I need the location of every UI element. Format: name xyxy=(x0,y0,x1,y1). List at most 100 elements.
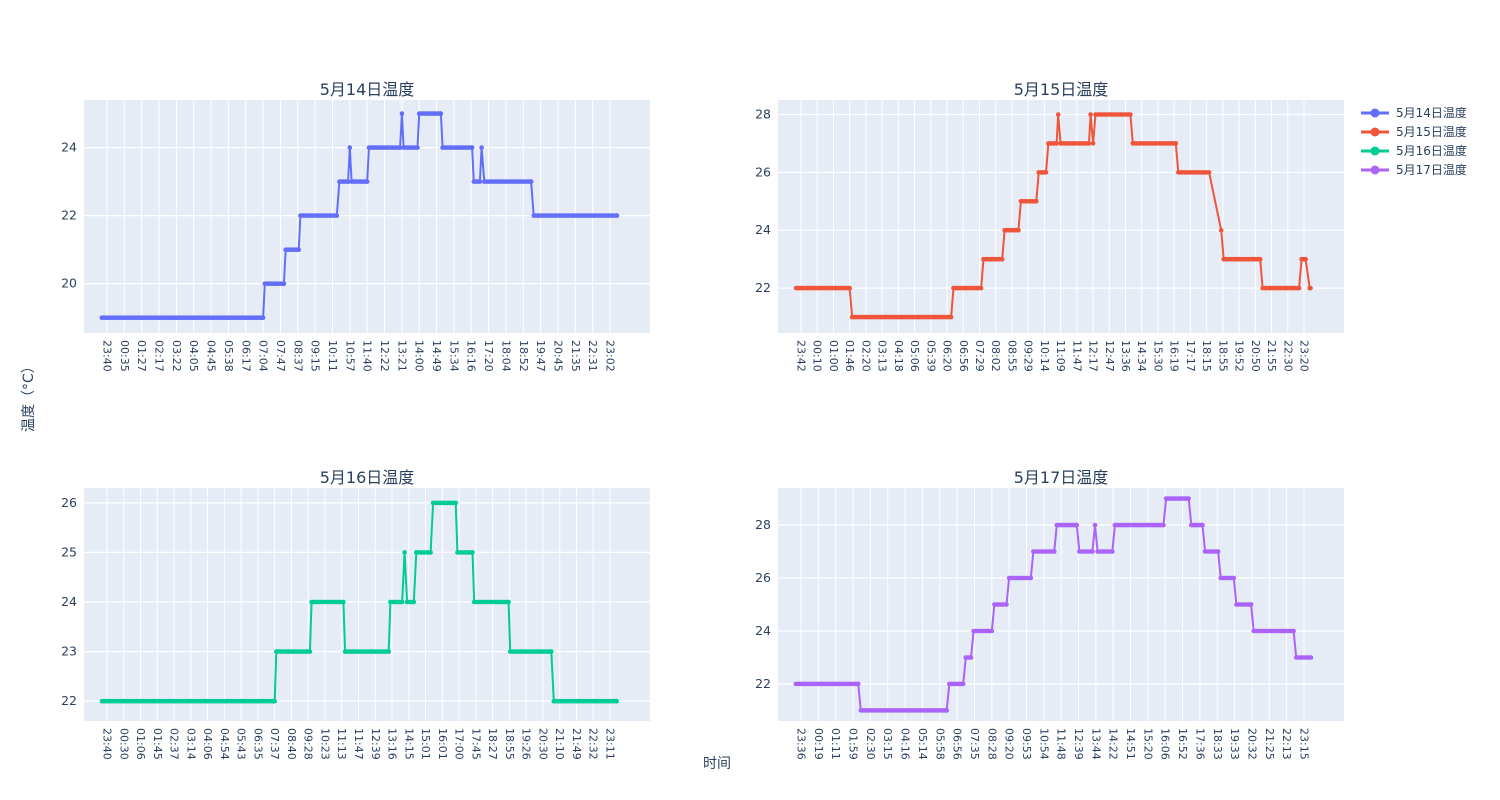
svg-text:01:46: 01:46 xyxy=(843,340,856,372)
series-5月16日温度[interactable] xyxy=(99,500,619,704)
svg-text:17:20: 17:20 xyxy=(482,340,495,372)
svg-text:19:26: 19:26 xyxy=(520,728,533,760)
svg-text:18:55: 18:55 xyxy=(503,728,516,760)
svg-text:04:45: 04:45 xyxy=(205,340,218,372)
svg-text:02:37: 02:37 xyxy=(168,728,181,760)
svg-text:23:02: 23:02 xyxy=(604,340,617,372)
y-tick-labels: 22 24 26 28 xyxy=(755,517,771,691)
chart-title-may16: 5月16日温度 xyxy=(319,468,415,487)
svg-text:15:30: 15:30 xyxy=(1151,340,1164,372)
legend-line-marker-icon xyxy=(1361,127,1389,136)
svg-text:14:49: 14:49 xyxy=(430,340,443,372)
svg-text:10:23: 10:23 xyxy=(318,728,331,760)
svg-text:00:19: 00:19 xyxy=(812,728,825,760)
svg-text:06:35: 06:35 xyxy=(251,728,264,760)
svg-text:18:52: 18:52 xyxy=(517,340,530,372)
x-tick-labels: 23:40 00:35 01:27 02:17 03:22 04:05 04:45 05:38… xyxy=(101,340,617,372)
svg-text:21:35: 21:35 xyxy=(569,340,582,372)
svg-text:17:00: 17:00 xyxy=(453,728,466,760)
svg-text:06:56: 06:56 xyxy=(957,340,970,372)
svg-text:09:53: 09:53 xyxy=(1020,728,1033,760)
gridlines xyxy=(84,488,650,721)
svg-text:06:20: 06:20 xyxy=(941,340,954,372)
svg-text:10:54: 10:54 xyxy=(1037,728,1050,760)
svg-text:22: 22 xyxy=(755,280,771,295)
svg-text:07:29: 07:29 xyxy=(973,340,986,372)
svg-text:13:36: 13:36 xyxy=(1119,340,1132,372)
legend-line-marker-icon xyxy=(1361,146,1389,155)
svg-text:22: 22 xyxy=(61,693,77,708)
svg-text:05:58: 05:58 xyxy=(933,728,946,760)
svg-text:06:56: 06:56 xyxy=(951,728,964,760)
svg-text:20: 20 xyxy=(61,276,77,291)
svg-text:09:15: 09:15 xyxy=(309,340,322,372)
svg-text:07:37: 07:37 xyxy=(268,728,281,760)
svg-text:23:20: 23:20 xyxy=(1298,340,1311,372)
svg-text:16:06: 16:06 xyxy=(1159,728,1172,760)
svg-text:16:19: 16:19 xyxy=(1168,340,1181,372)
legend-item-label: 5月15日温度 xyxy=(1396,125,1467,139)
svg-text:01:11: 01:11 xyxy=(829,728,842,760)
svg-text:19:47: 19:47 xyxy=(534,340,547,372)
svg-text:11:47: 11:47 xyxy=(352,728,365,760)
svg-text:18:55: 18:55 xyxy=(1216,340,1229,372)
svg-text:24: 24 xyxy=(755,623,771,638)
svg-text:09:29: 09:29 xyxy=(1022,340,1035,372)
svg-text:01:45: 01:45 xyxy=(151,728,164,760)
svg-text:20:45: 20:45 xyxy=(551,340,564,372)
svg-text:06:17: 06:17 xyxy=(239,340,252,372)
svg-text:21:55: 21:55 xyxy=(1265,340,1278,372)
svg-text:01:27: 01:27 xyxy=(135,340,148,372)
series-5月17日温度[interactable] xyxy=(793,496,1314,713)
svg-text:04:18: 04:18 xyxy=(892,340,905,372)
chart-may14-plot[interactable]: 20 22 24 23:40 00:35 01:27 02:17 03:22 04:05 04:4… xyxy=(22,72,722,402)
svg-text:13:16: 13:16 xyxy=(386,728,399,760)
legend-item-label: 5月17日温度 xyxy=(1396,163,1467,177)
svg-text:21:10: 21:10 xyxy=(553,728,566,760)
svg-text:07:35: 07:35 xyxy=(968,728,981,760)
svg-text:14:22: 14:22 xyxy=(1107,728,1120,760)
svg-text:05:39: 05:39 xyxy=(924,340,937,372)
chart-may15-plot[interactable]: 22 24 26 28 23:42 00:10 01:00 01:46 02:20 03:13 04… xyxy=(716,72,1416,402)
svg-text:08:55: 08:55 xyxy=(1005,340,1018,372)
svg-text:20:50: 20:50 xyxy=(1249,340,1262,372)
series-5月14日温度[interactable] xyxy=(99,111,620,320)
svg-text:11:48: 11:48 xyxy=(1055,728,1068,760)
gridlines xyxy=(778,488,1344,721)
svg-text:10:57: 10:57 xyxy=(343,340,356,372)
legend-item[interactable]: 5月17日温度 xyxy=(1360,160,1467,179)
svg-text:03:14: 03:14 xyxy=(184,728,197,760)
svg-text:11:09: 11:09 xyxy=(1054,340,1067,372)
legend-item[interactable]: 5月15日温度 xyxy=(1360,122,1467,141)
svg-text:19:52: 19:52 xyxy=(1233,340,1246,372)
svg-text:16:01: 16:01 xyxy=(436,728,449,760)
svg-text:19:33: 19:33 xyxy=(1228,728,1241,760)
svg-text:01:59: 01:59 xyxy=(847,728,860,760)
svg-text:11:40: 11:40 xyxy=(361,340,374,372)
plot-area[interactable] xyxy=(84,488,650,721)
chart-may17-plot[interactable]: 22 24 26 28 23:36 00:19 01:11 01:59 02:30 03:15 04… xyxy=(716,460,1416,790)
series-5月15日温度[interactable] xyxy=(793,112,1313,320)
svg-text:25: 25 xyxy=(61,544,77,559)
chart-may16-plot[interactable]: 22 23 24 25 26 23:40 00:30 01:06 01:45 02:37 03:14… xyxy=(22,460,722,790)
legend-item[interactable]: 5月16日温度 xyxy=(1360,141,1467,160)
svg-text:24: 24 xyxy=(61,594,77,609)
svg-text:26: 26 xyxy=(755,164,771,179)
svg-text:02:30: 02:30 xyxy=(864,728,877,760)
svg-text:23:40: 23:40 xyxy=(101,728,114,760)
svg-text:00:30: 00:30 xyxy=(117,728,130,760)
svg-text:14:34: 14:34 xyxy=(1135,340,1148,372)
svg-text:04:05: 04:05 xyxy=(187,340,200,372)
svg-text:14:15: 14:15 xyxy=(402,728,415,760)
svg-text:18:04: 18:04 xyxy=(499,340,512,372)
svg-text:20:30: 20:30 xyxy=(536,728,549,760)
svg-text:17:36: 17:36 xyxy=(1193,728,1206,760)
svg-text:22:31: 22:31 xyxy=(586,340,599,372)
svg-text:01:06: 01:06 xyxy=(134,728,147,760)
y-tick-labels: 20 22 24 xyxy=(61,140,77,291)
legend-item[interactable]: 5月14日温度 xyxy=(1360,103,1467,122)
svg-text:20:32: 20:32 xyxy=(1245,728,1258,760)
svg-text:28: 28 xyxy=(755,517,771,532)
legend-line-marker-icon xyxy=(1361,108,1389,117)
